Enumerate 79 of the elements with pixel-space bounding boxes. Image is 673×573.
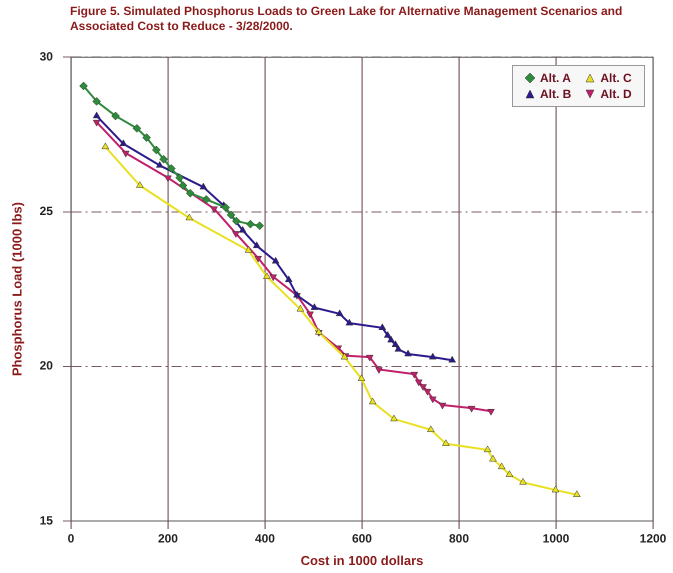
point [92,97,101,106]
point [336,310,344,316]
point [244,246,252,253]
point [285,276,292,282]
y-axis-title: Phosphorus Load (1000 lbs) [9,202,24,376]
point [210,206,218,213]
point [202,195,211,204]
point [387,336,395,342]
x-tick-label: 400 [254,532,276,546]
point [368,398,376,404]
point [136,181,144,188]
point [246,220,255,228]
point [404,350,412,356]
point [142,133,151,142]
x-tick-label: 0 [68,532,75,546]
legend-label: Alt. C [600,71,632,86]
point [255,221,264,230]
point [498,462,506,470]
point [253,242,260,248]
point [519,478,527,485]
point [378,324,386,330]
point [272,257,280,264]
x-tick-label: 600 [352,532,372,546]
point [442,439,450,446]
y-tick-label: 25 [40,204,54,218]
point [427,426,435,432]
point [178,181,188,190]
point [167,164,176,173]
point [238,226,246,233]
point [120,140,128,146]
point [156,161,164,168]
point [394,345,402,352]
point [552,486,560,492]
point [390,414,398,422]
y-tick-label: 15 [40,513,54,528]
point [159,154,168,164]
y-tick-label: 20 [40,358,54,373]
x-tick-label: 1000 [542,532,570,546]
point [200,182,208,190]
point [122,150,130,158]
point [132,124,142,133]
point [111,112,120,120]
point [164,176,172,182]
point [573,490,581,497]
point [186,214,194,220]
point [221,203,230,212]
y-tick-label: 30 [40,50,54,64]
point [102,142,110,150]
chart-title: Figure 5. Simulated Phosphorus Loads to Green Lake for Alternative Management Scenarios and Associated Cost to Reduce - 3/28/2000. [70,4,624,34]
point [448,356,456,362]
point [358,374,366,382]
point [429,352,437,360]
x-tick-label: 200 [158,532,178,546]
point [186,189,195,198]
point [384,331,392,338]
point [489,454,497,462]
x-axis-title: Cost in 1000 dollars [300,552,424,568]
point [79,82,88,90]
point [263,272,271,279]
legend-label: Alt. D [600,87,632,102]
point [254,256,262,262]
point [226,210,236,220]
point [92,112,100,118]
point [269,274,277,281]
point [92,120,100,126]
x-tick-label: 1200 [640,532,667,546]
point [310,303,318,310]
point [296,304,304,312]
point [152,146,161,154]
point [232,231,240,238]
x-tick-label: 800 [448,532,470,546]
point [232,216,241,226]
point [346,318,354,326]
point [392,340,400,348]
point [506,470,514,477]
legend-label: Alt. A [540,71,571,86]
point [175,174,184,182]
point [484,446,492,452]
legend-label: Alt. B [540,87,572,102]
